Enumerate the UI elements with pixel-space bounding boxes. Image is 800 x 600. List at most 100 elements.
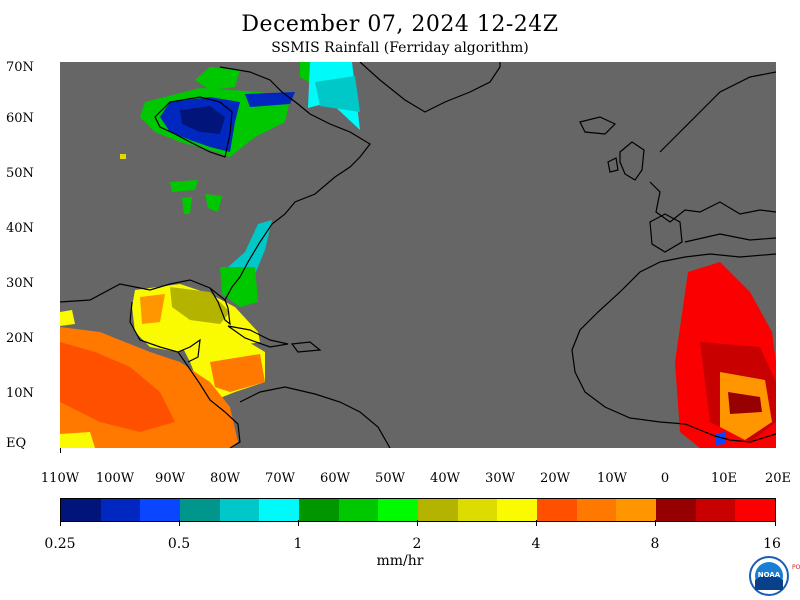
logo-text: NOAA bbox=[758, 571, 781, 579]
color-scale-segment bbox=[100, 499, 141, 521]
cb-tick bbox=[298, 520, 299, 526]
rain-area-greatlakes-2 bbox=[182, 197, 192, 214]
lat-label-10n: 10N bbox=[6, 386, 34, 401]
color-scale-segment bbox=[180, 499, 220, 521]
lon-label-20e: 20E bbox=[764, 471, 792, 486]
rain-area-gulf-orange bbox=[140, 294, 165, 324]
map-canvas bbox=[60, 62, 776, 448]
units-label: mm/hr bbox=[376, 553, 424, 569]
lon-label-50w: 50W bbox=[375, 471, 405, 486]
coast-yucatan bbox=[177, 338, 201, 363]
color-scale-segment bbox=[61, 499, 101, 521]
coastlines bbox=[60, 62, 776, 448]
color-scale-segment bbox=[537, 499, 577, 521]
rain-area-pacific-yellow2 bbox=[60, 310, 75, 326]
color-scale-segment bbox=[576, 499, 617, 521]
map-subtitle: SSMIS Rainfall (Ferriday algorithm) bbox=[271, 40, 529, 56]
lat-label-70n: 70N bbox=[6, 60, 34, 75]
rain-area-caribbean-orange bbox=[210, 354, 265, 392]
color-scale-segment bbox=[299, 499, 339, 521]
cb-label-8: 8 bbox=[650, 536, 660, 552]
color-scale-segment bbox=[140, 499, 181, 521]
lat-label-40n: 40N bbox=[6, 221, 34, 236]
color-scale-segment bbox=[656, 499, 696, 521]
color-scale-segment bbox=[219, 499, 260, 521]
rain-area-eastcoast-green bbox=[220, 267, 258, 307]
lon-label-30w: 30W bbox=[485, 471, 515, 486]
coast-gulf bbox=[129, 301, 241, 448]
coast-greenland bbox=[359, 62, 501, 113]
cb-tick bbox=[536, 520, 537, 526]
lat-label-20n: 20N bbox=[6, 331, 34, 346]
color-scale-segment bbox=[418, 499, 458, 521]
rain-area-eastcoast-cyan bbox=[228, 220, 272, 277]
lon-label-20w: 20W bbox=[540, 471, 570, 486]
coast-cuba bbox=[227, 325, 289, 348]
coast-florida bbox=[209, 287, 231, 326]
lon-label-10w: 10W bbox=[597, 471, 627, 486]
coast-iceland bbox=[579, 116, 617, 135]
lon-label-100w: 100W bbox=[95, 471, 135, 486]
color-scale-segment bbox=[616, 499, 657, 521]
lon-label-0: 0 bbox=[660, 471, 670, 486]
cb-tick bbox=[775, 520, 776, 526]
color-scale-segment bbox=[497, 499, 538, 521]
lon-label-10e: 10E bbox=[710, 471, 738, 486]
coast-hudson-bay bbox=[154, 96, 233, 158]
rain-area-gulf-olive bbox=[170, 287, 230, 324]
lat-label-60n: 60N bbox=[6, 111, 34, 126]
coast-africa bbox=[571, 261, 776, 443]
rainfall-field bbox=[60, 62, 776, 448]
rain-area-swath-cyan2 bbox=[315, 76, 360, 112]
coast-scandinavia bbox=[659, 71, 776, 153]
lon-label-60w: 60W bbox=[320, 471, 350, 486]
coast-british-isles bbox=[607, 141, 645, 181]
rain-area-africa-darkred2 bbox=[728, 392, 762, 414]
color-scale-segment bbox=[259, 499, 300, 521]
rain-area-greatlakes-4 bbox=[120, 154, 126, 159]
coast-mediterranean bbox=[684, 233, 776, 243]
color-scale-segment bbox=[378, 499, 419, 521]
color-scale-segment bbox=[695, 499, 736, 521]
lon-label-110w: 110W bbox=[40, 471, 80, 486]
rain-area-hudson-darkblue bbox=[180, 106, 225, 134]
noaa-logo-icon: NOAA bbox=[749, 556, 789, 596]
rain-area-arctic-blue bbox=[245, 92, 295, 107]
color-scale-segment bbox=[338, 499, 379, 521]
lon-label-40w: 40W bbox=[430, 471, 460, 486]
cb-tick bbox=[179, 520, 180, 526]
cb-label-2: 2 bbox=[412, 536, 422, 552]
color-scale-segment bbox=[735, 499, 776, 521]
rain-area-pacific-yellow bbox=[60, 432, 95, 448]
lon-label-70w: 70W bbox=[265, 471, 295, 486]
rain-area-pacific-red bbox=[60, 342, 175, 432]
lon-tick bbox=[60, 448, 61, 453]
rain-area-arctic-green bbox=[195, 67, 240, 90]
cb-label-4: 4 bbox=[531, 536, 541, 552]
lat-label-50n: 50N bbox=[6, 166, 34, 181]
color-scale-segment bbox=[457, 499, 498, 521]
logo-side-text: POL bbox=[792, 564, 800, 571]
cb-label-16: 16 bbox=[763, 536, 781, 552]
rainfall-map bbox=[60, 62, 776, 448]
lat-label-eq: EQ bbox=[6, 436, 27, 451]
coast-hispaniola bbox=[290, 341, 322, 353]
cb-tick bbox=[60, 520, 61, 526]
cb-label-0.25: 0.25 bbox=[44, 536, 76, 552]
lat-label-30n: 30N bbox=[6, 276, 34, 291]
color-scale-bar bbox=[60, 498, 776, 522]
cb-tick bbox=[655, 520, 656, 526]
coast-south-america bbox=[239, 386, 391, 448]
rain-area-greatlakes-1 bbox=[170, 180, 198, 192]
lon-label-80w: 80W bbox=[210, 471, 240, 486]
coast-iberia bbox=[649, 213, 683, 253]
coast-europe bbox=[649, 181, 776, 223]
cb-label-0.5: 0.5 bbox=[167, 536, 191, 552]
rain-area-greatlakes-3 bbox=[205, 194, 222, 212]
coast-africa-north bbox=[659, 253, 776, 263]
coast-north-america bbox=[60, 66, 371, 303]
map-title: December 07, 2024 12-24Z bbox=[241, 12, 559, 37]
cb-label-1: 1 bbox=[293, 536, 303, 552]
cb-tick bbox=[417, 520, 418, 526]
lon-label-90w: 90W bbox=[155, 471, 185, 486]
